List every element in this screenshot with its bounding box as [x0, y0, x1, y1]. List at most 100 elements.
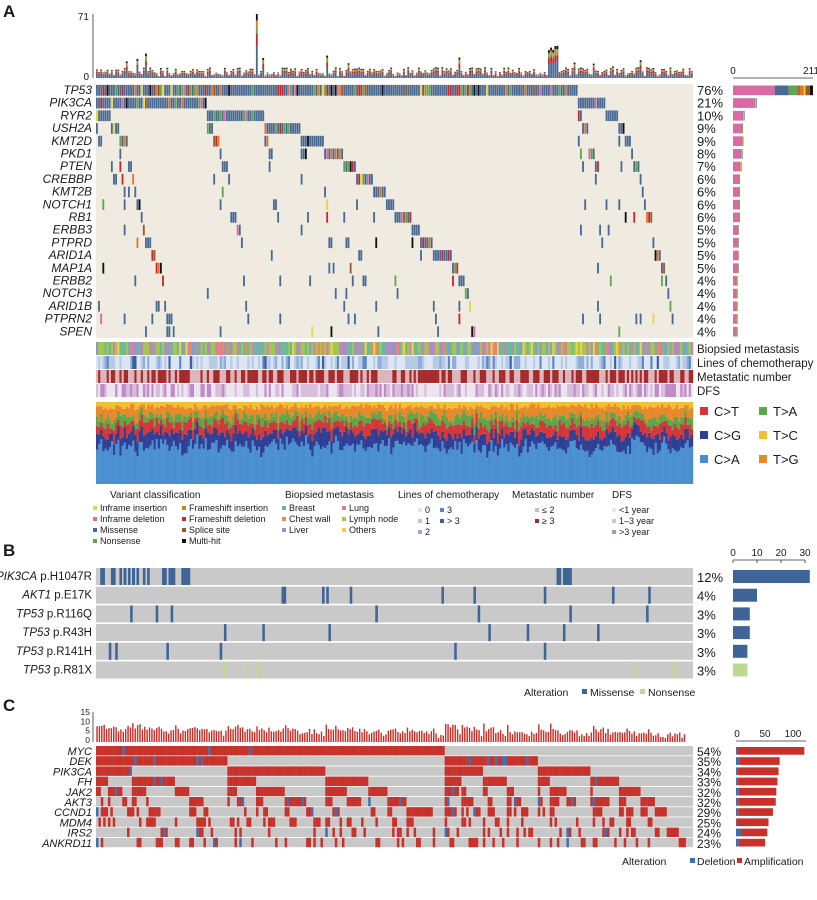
tmb-bar-segment [526, 72, 529, 74]
clinical-track-cell [405, 384, 408, 397]
signature-bar-segment [522, 413, 525, 422]
signature-bar-segment [599, 418, 602, 427]
tmb-bar-segment [177, 76, 179, 78]
mutation-cell [113, 97, 115, 109]
mutation-cell [243, 275, 245, 287]
clinical-track-cell [624, 342, 628, 355]
clinical-track-cell [322, 356, 325, 369]
signature-bar-segment [661, 403, 664, 414]
signature-bar-segment [196, 417, 199, 422]
mutation-cell [240, 85, 243, 96]
signature-bar-segment [272, 402, 276, 409]
signature-bar-segment [304, 402, 308, 406]
signature-bar-segment [119, 415, 122, 426]
clinical-track-cell [362, 370, 365, 383]
signature-bar-segment [121, 414, 124, 427]
tmb-bar-segment [550, 56, 552, 63]
clinical-track-cell [164, 342, 167, 355]
clinical-track-cell [328, 342, 331, 355]
signature-bar-segment [396, 408, 399, 421]
signature-bar-segment [168, 436, 171, 452]
clinical-track-cell [631, 342, 634, 355]
tmb-bar-segment [149, 70, 152, 73]
mutation-count-bar-segment [733, 149, 741, 159]
clinical-track-cell [245, 342, 248, 355]
signature-bar-segment [490, 420, 493, 429]
mutation-cell [168, 326, 171, 337]
signature-bar-segment [594, 424, 598, 436]
mutation-cell [661, 262, 663, 274]
tmb-bar-segment [189, 71, 192, 73]
tmb-bar-segment [673, 71, 676, 73]
signature-bar-segment [313, 446, 316, 484]
clinical-track-cell [552, 342, 555, 355]
tmb-bar-segment [422, 74, 425, 76]
mutation-cell [413, 85, 416, 96]
tmb-bar-segment [164, 76, 167, 78]
clinical-track-cell [586, 342, 589, 355]
clinical-track-cell [554, 384, 557, 397]
clinical-track-cell [403, 356, 406, 369]
tmb-bar-segment [104, 74, 107, 78]
signature-bar-segment [104, 448, 107, 484]
signature-bar-segment [304, 411, 308, 417]
signature-bar-segment [162, 418, 165, 424]
signature-bar-segment [571, 417, 574, 430]
tmb-bar-segment [535, 75, 538, 77]
signature-bar-segment [639, 419, 643, 433]
clinical-track-cell [345, 370, 348, 383]
signature-bar-segment [172, 402, 176, 408]
tmb-bar-segment [253, 75, 256, 77]
tmb-bar-segment [443, 73, 446, 75]
mutation-count-bar-segment [774, 85, 789, 96]
tmb-bar-segment [505, 73, 508, 74]
signature-bar-segment [456, 402, 459, 409]
signature-bar-segment [347, 408, 350, 423]
signature-bar-segment [132, 402, 135, 405]
signature-bar-segment [599, 449, 602, 484]
signature-bar-segment [110, 428, 114, 434]
clinical-track-cell [498, 370, 502, 383]
tmb-bar-segment [635, 67, 638, 69]
clinical-track-label: Metastatic number [697, 372, 792, 384]
tmb-bar-segment [385, 74, 388, 76]
tmb-bar-segment [560, 70, 563, 72]
signature-bar-segment [479, 405, 483, 412]
signature-bar-segment [516, 420, 519, 432]
signature-bar-segment [379, 410, 382, 420]
signature-bar-segment [294, 403, 297, 411]
clinical-track-cell [102, 356, 105, 369]
signature-bar-segment [635, 410, 638, 420]
tmb-bar-segment [669, 67, 672, 69]
mutation-cell [151, 313, 154, 325]
clinical-track-cell [98, 356, 101, 369]
signature-bar-segment [302, 402, 306, 408]
signature-bar-segment [537, 403, 540, 419]
signature-bar-segment [130, 403, 133, 417]
clinical-track-cell [458, 342, 461, 355]
mutation-cell [541, 85, 544, 96]
signature-bar-segment [211, 416, 214, 427]
tmb-bar-segment [680, 72, 683, 74]
tmb-bar-segment [179, 74, 181, 76]
tmb-bar-segment [675, 72, 678, 73]
tmb-bar-segment [200, 72, 203, 74]
mutation-cell [283, 123, 286, 134]
tmb-bar-segment [351, 73, 354, 78]
tmb-bar-segment [198, 70, 201, 72]
clinical-track-cell [545, 370, 549, 383]
mutation-cell [223, 85, 226, 96]
tmb-bar-segment [351, 70, 354, 72]
signature-bar-segment [185, 402, 188, 410]
clinical-track-cell [198, 370, 201, 383]
signature-bar-segment [302, 417, 306, 424]
tmb-bar-segment [530, 75, 533, 78]
clinical-track-cell [656, 384, 660, 397]
clinical-track-cell [494, 384, 498, 397]
mutation-cell [164, 85, 167, 96]
mutation-cell [618, 199, 621, 210]
signature-bar-segment [328, 430, 331, 442]
mutation-cell [322, 85, 324, 96]
clinical-track-cell [511, 342, 515, 355]
clinical-track-cell [202, 342, 205, 355]
